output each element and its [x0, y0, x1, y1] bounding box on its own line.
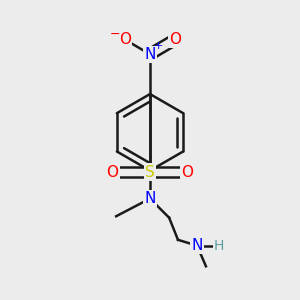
Text: H: H: [214, 239, 224, 253]
Text: S: S: [145, 165, 155, 180]
Text: +: +: [154, 41, 163, 51]
Text: O: O: [119, 32, 131, 47]
Text: O: O: [106, 165, 119, 180]
Text: O: O: [169, 32, 181, 47]
Text: N: N: [144, 47, 156, 62]
Text: O: O: [182, 165, 194, 180]
Text: −: −: [110, 28, 121, 41]
Text: N: N: [144, 191, 156, 206]
Text: N: N: [191, 238, 203, 253]
